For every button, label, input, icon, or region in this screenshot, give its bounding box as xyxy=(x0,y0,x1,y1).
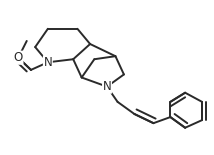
Text: N: N xyxy=(103,80,111,93)
Text: O: O xyxy=(14,51,23,64)
Text: N: N xyxy=(43,56,52,69)
